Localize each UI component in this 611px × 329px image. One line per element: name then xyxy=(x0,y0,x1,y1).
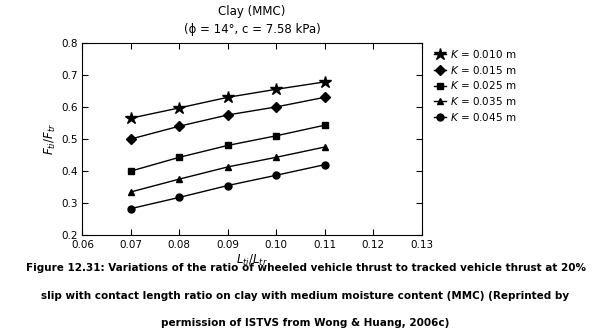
K = 0.025 m xyxy=(176,155,183,159)
Line: K = 0.025 m: K = 0.025 m xyxy=(128,122,328,175)
Line: K = 0.010 m: K = 0.010 m xyxy=(125,76,331,124)
K = 0.045 m xyxy=(127,207,134,211)
K = 0.045 m xyxy=(321,163,328,167)
K = 0.035 m xyxy=(321,145,328,149)
Y-axis label: $F_{ti}/F_{tr}$: $F_{ti}/F_{tr}$ xyxy=(43,123,58,155)
Line: K = 0.015 m: K = 0.015 m xyxy=(128,94,328,142)
Text: Figure 12.31: Variations of the ratio of wheeled vehicle thrust to tracked vehic: Figure 12.31: Variations of the ratio of… xyxy=(26,263,585,273)
K = 0.010 m xyxy=(224,95,232,99)
Line: K = 0.035 m: K = 0.035 m xyxy=(128,143,328,195)
K = 0.035 m xyxy=(127,190,134,194)
K = 0.045 m xyxy=(176,195,183,199)
Legend: $\it{K}$ = 0.010 m, $\it{K}$ = 0.015 m, $\it{K}$ = 0.025 m, $\it{K}$ = 0.035 m, : $\it{K}$ = 0.010 m, $\it{K}$ = 0.015 m, … xyxy=(434,48,517,123)
K = 0.015 m xyxy=(273,105,280,109)
K = 0.010 m xyxy=(273,87,280,91)
K = 0.045 m xyxy=(273,173,280,177)
X-axis label: $L_{ti}/L_{tr}$: $L_{ti}/L_{tr}$ xyxy=(236,253,268,268)
K = 0.025 m xyxy=(321,123,328,127)
K = 0.015 m xyxy=(127,137,134,141)
K = 0.025 m xyxy=(273,134,280,138)
K = 0.035 m xyxy=(176,177,183,181)
K = 0.015 m xyxy=(224,113,232,117)
Text: permission of ISTVS from Wong & Huang, 2006c): permission of ISTVS from Wong & Huang, 2… xyxy=(161,318,450,328)
Line: K = 0.045 m: K = 0.045 m xyxy=(128,161,328,212)
Text: (ϕ = 14°, c = 7.58 kPa): (ϕ = 14°, c = 7.58 kPa) xyxy=(184,23,320,36)
K = 0.045 m xyxy=(224,184,232,188)
K = 0.035 m xyxy=(273,155,280,159)
Text: slip with contact length ratio on clay with medium moisture content (MMC) (Repri: slip with contact length ratio on clay w… xyxy=(42,291,569,301)
K = 0.015 m xyxy=(176,124,183,128)
K = 0.025 m xyxy=(127,169,134,173)
K = 0.035 m xyxy=(224,165,232,169)
K = 0.010 m xyxy=(321,80,328,84)
K = 0.015 m xyxy=(321,95,328,99)
K = 0.010 m xyxy=(176,106,183,110)
K = 0.010 m xyxy=(127,116,134,120)
Text: Clay (MMC): Clay (MMC) xyxy=(218,5,286,18)
K = 0.025 m xyxy=(224,143,232,147)
